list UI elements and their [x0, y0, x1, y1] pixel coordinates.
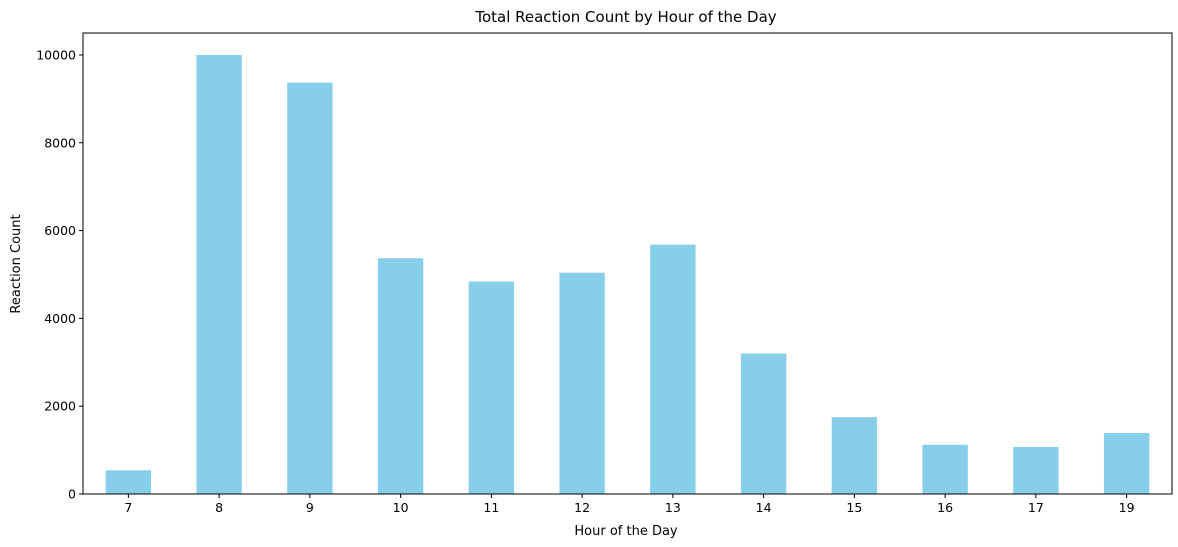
- x-tick-label: 17: [1028, 500, 1044, 515]
- plot-frame: [82, 32, 1173, 495]
- bar-10: [377, 258, 424, 494]
- bars-group: [105, 54, 1150, 495]
- x-tick-label: 19: [1119, 500, 1135, 515]
- bar-13: [650, 244, 696, 494]
- bar-16: [922, 444, 968, 494]
- y-axis-ticks: 0 2000 4000 6000 8000 10000: [36, 47, 83, 502]
- x-axis-ticks: 7 8 9 10 11 12 13 14 15 16 17 19: [124, 494, 1135, 515]
- y-tick-label: 8000: [44, 135, 76, 150]
- x-tick-label: 8: [215, 500, 223, 515]
- bar-8: [196, 54, 242, 494]
- x-tick-label: 13: [665, 500, 681, 515]
- x-tick-label: 11: [483, 500, 499, 515]
- y-tick-label: 4000: [44, 311, 76, 326]
- x-tick-label: 7: [124, 500, 132, 515]
- x-axis-title: Hour of the Day: [574, 524, 678, 539]
- bar-11: [468, 281, 515, 494]
- y-axis-title: Reaction Count: [9, 214, 24, 313]
- x-tick-label: 9: [306, 500, 314, 515]
- y-tick-label: 10000: [36, 47, 76, 62]
- x-tick-label: 10: [393, 500, 409, 515]
- bar-19: [1103, 432, 1150, 494]
- bar-9: [287, 82, 333, 495]
- y-tick-label: 6000: [44, 223, 76, 238]
- chart-title: Total Reaction Count by Hour of the Day: [474, 8, 776, 26]
- bar-17: [1013, 447, 1059, 494]
- y-tick-label: 2000: [44, 399, 76, 414]
- bar-12: [559, 272, 605, 494]
- x-tick-label: 15: [846, 500, 862, 515]
- bar-7: [105, 470, 152, 494]
- bar-14: [740, 353, 787, 494]
- x-tick-label: 14: [756, 500, 772, 515]
- x-tick-label: 12: [574, 500, 590, 515]
- bar-15: [831, 417, 878, 494]
- y-tick-label: 0: [68, 487, 76, 502]
- x-tick-label: 16: [937, 500, 953, 515]
